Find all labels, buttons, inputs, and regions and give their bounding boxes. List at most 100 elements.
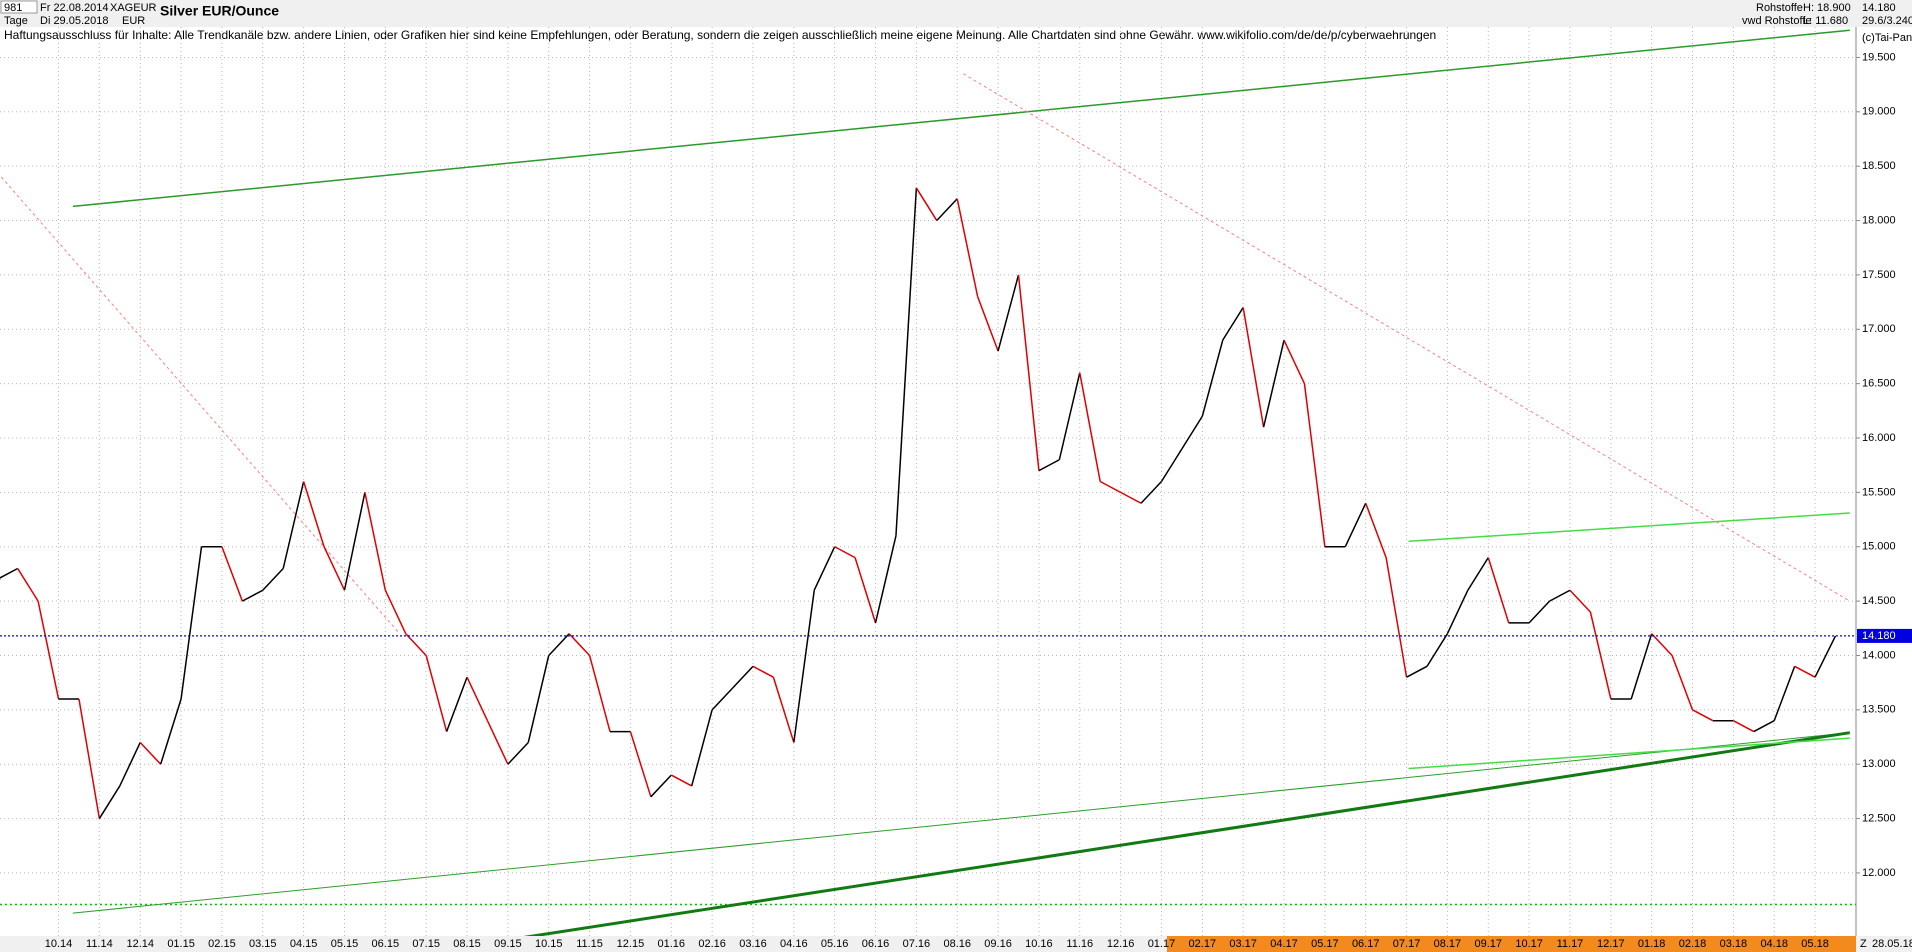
- price-segment: [1467, 557, 1489, 591]
- x-tick-label: 11.17: [1557, 938, 1584, 950]
- price-segment: [1283, 339, 1306, 384]
- price-segment: [1344, 502, 1367, 548]
- y-tick-label: 19.500: [1862, 51, 1896, 63]
- trend-line: [0, 176, 401, 635]
- price-segment: [854, 557, 877, 624]
- x-tick-label: 12.17: [1597, 938, 1625, 950]
- copyright: (c)Tai-Pan: [1862, 32, 1912, 44]
- price-segment: [1038, 459, 1060, 472]
- x-tick-label: 02.15: [208, 938, 236, 950]
- price-segment: [527, 655, 550, 743]
- price-segment: [1692, 709, 1714, 722]
- x-tick-label: 01.16: [658, 938, 686, 950]
- header-group: Rohstoffe: [1756, 2, 1803, 14]
- price-segment: [834, 546, 856, 559]
- header-from: Fr 22.08.2014: [40, 2, 109, 14]
- price-segment: [650, 774, 672, 798]
- price-segment: [1181, 415, 1203, 450]
- price-segment: [1099, 480, 1121, 494]
- price-segment: [711, 687, 734, 711]
- header-last: 14.180: [1862, 2, 1896, 14]
- x-tick-label: 03.18: [1720, 938, 1748, 950]
- price-segment: [690, 709, 713, 787]
- price-segment: [1651, 633, 1673, 656]
- price-segment: [282, 481, 305, 569]
- trend-line: [963, 73, 1851, 602]
- x-tick-label: 04.16: [780, 938, 808, 950]
- x-tick-label: 03.15: [249, 938, 277, 950]
- price-segment: [507, 741, 529, 765]
- last-value-label: 14.180: [1862, 630, 1896, 642]
- price-segment: [1222, 307, 1244, 341]
- y-tick-label: 16.000: [1862, 432, 1896, 444]
- header-to: Di 29.05.2018: [40, 15, 109, 27]
- x-tick-label: 04.17: [1270, 938, 1298, 950]
- x-tick-label: 02.16: [698, 938, 726, 950]
- header-currency: EUR: [122, 15, 145, 27]
- price-segment: [364, 492, 387, 591]
- price-segment: [874, 535, 897, 624]
- price-segment: [1487, 557, 1510, 624]
- price-segment: [670, 774, 693, 787]
- price-segment: [813, 546, 836, 591]
- price-segment: [445, 676, 468, 732]
- price-segment: [1630, 633, 1653, 700]
- header-ratio: 29.6/3.240: [1862, 15, 1912, 27]
- x-tick-label: 11.15: [576, 938, 603, 950]
- price-segment: [0, 567, 19, 579]
- x-tick-label: 10.17: [1515, 938, 1543, 950]
- price-segment: [302, 481, 325, 547]
- price-segment: [1140, 480, 1163, 504]
- trend-line: [72, 29, 1850, 208]
- x-tick-label: 12.16: [1107, 938, 1135, 950]
- price-segment: [956, 198, 979, 297]
- x-tick-label: 10.14: [45, 938, 73, 950]
- price-segment: [915, 187, 938, 221]
- header-period[interactable]: Tage: [4, 15, 28, 27]
- x-tick-label: 06.17: [1352, 938, 1380, 950]
- x-tick-label: 06.15: [372, 938, 400, 950]
- header-id: 981: [4, 2, 22, 14]
- price-segment: [486, 720, 509, 765]
- y-tick-label: 12.000: [1862, 867, 1896, 879]
- price-segment: [1201, 339, 1224, 417]
- price-segment: [588, 655, 611, 732]
- price-segment: [997, 274, 1020, 352]
- price-segment: [1753, 720, 1775, 733]
- header-high: H: 18.900: [1803, 2, 1851, 14]
- x-tick-label: 07.17: [1393, 938, 1421, 950]
- price-segment: [242, 589, 264, 602]
- price-segment: [466, 676, 489, 722]
- x-tick-label: 05.15: [331, 938, 359, 950]
- y-tick-label: 19.000: [1862, 106, 1896, 118]
- header-low: L: 11.680: [1803, 15, 1848, 27]
- y-tick-label: 12.500: [1862, 812, 1896, 824]
- price-segment: [180, 546, 203, 700]
- price-segment: [976, 296, 999, 352]
- price-segment: [1406, 665, 1428, 678]
- id-box[interactable]: [0, 0, 38, 14]
- price-segment: [629, 731, 652, 798]
- y-tick-label: 18.000: [1862, 214, 1896, 226]
- price-segment: [1385, 557, 1408, 678]
- x-tick-label: 05.16: [821, 938, 849, 950]
- y-tick-label: 13.000: [1862, 758, 1896, 770]
- x-tick-label: 05.18: [1801, 938, 1829, 950]
- price-segment: [37, 600, 60, 700]
- x-tick-label: 08.16: [943, 938, 971, 950]
- price-segment: [1365, 502, 1387, 558]
- x-tick-label: 08.15: [453, 938, 481, 950]
- header-source: vwd Rohstoffe: [1742, 15, 1812, 27]
- price-segment: [221, 546, 244, 602]
- y-tick-label: 14.500: [1862, 595, 1896, 607]
- price-segment: [548, 633, 570, 656]
- price-segment: [1589, 611, 1612, 700]
- y-tick-label: 15.000: [1862, 541, 1896, 553]
- y-tick-label: 17.000: [1862, 323, 1896, 335]
- price-segment: [793, 590, 815, 743]
- x-tick-label: 11.16: [1066, 938, 1093, 950]
- trend-line: [1408, 512, 1850, 543]
- x-tick-label: 08.17: [1434, 938, 1462, 950]
- price-segment: [425, 655, 448, 732]
- price-segment: [405, 633, 427, 656]
